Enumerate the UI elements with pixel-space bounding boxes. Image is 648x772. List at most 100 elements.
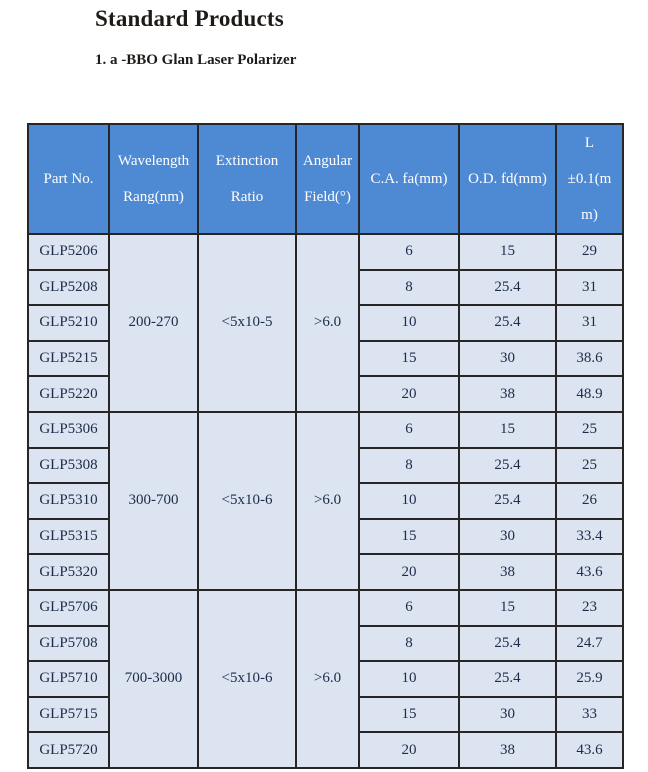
ca-cell: 8	[358, 624, 460, 663]
part-no-cell: GLP5210	[27, 304, 110, 342]
part-no-cell: GLP5208	[27, 268, 110, 307]
ca-cell: 6	[358, 588, 460, 627]
header-label: Field(°)	[304, 189, 351, 205]
table-row: GLP5715 15 30 33	[27, 695, 624, 734]
ca-cell: 6	[358, 410, 460, 449]
col-header-angular-field: Angular Field(°)	[295, 123, 360, 235]
od-cell: 30	[458, 517, 557, 556]
header-label: Angular	[302, 153, 353, 169]
ca-cell: 8	[358, 446, 460, 485]
angular-field-cell: >6.0	[295, 233, 360, 413]
ca-cell: 20	[358, 553, 460, 591]
col-header-length: L ±0.1(m m)	[555, 123, 624, 235]
part-no-cell: GLP5220	[27, 375, 110, 413]
l-cell: 38.6	[555, 339, 624, 378]
header-label: C.A. fa(mm)	[370, 171, 448, 187]
od-cell: 38	[458, 731, 557, 769]
wavelength-cell: 200-270	[108, 233, 199, 413]
l-cell: 33.4	[555, 517, 624, 556]
ca-cell: 6	[358, 233, 460, 271]
part-no-cell: GLP5315	[27, 517, 110, 556]
l-cell: 43.6	[555, 553, 624, 591]
table-row: GLP5320 20 38 43.6	[27, 553, 624, 591]
part-no-cell: GLP5306	[27, 410, 110, 449]
od-cell: 25.4	[458, 446, 557, 485]
ca-cell: 10	[358, 660, 460, 698]
ca-cell: 20	[358, 731, 460, 769]
l-cell: 29	[555, 233, 624, 271]
od-cell: 38	[458, 553, 557, 591]
part-no-cell: GLP5308	[27, 446, 110, 485]
wavelength-cell: 300-700	[108, 410, 199, 591]
l-cell: 25	[555, 410, 624, 449]
col-header-wavelength: Wavelength Rang(nm)	[108, 123, 199, 235]
wavelength-cell: 700-3000	[108, 588, 199, 769]
header-label: Extinction	[215, 153, 279, 169]
extinction-cell: <5x10-6	[197, 588, 297, 769]
od-cell: 30	[458, 695, 557, 734]
header-label: L	[584, 135, 595, 151]
ca-cell: 15	[358, 517, 460, 556]
l-cell: 25.9	[555, 660, 624, 698]
ca-cell: 10	[358, 304, 460, 342]
l-cell: 31	[555, 268, 624, 307]
table-row: GLP5210 10 25.4 31	[27, 304, 624, 342]
section-heading: 1. a -BBO Glan Laser Polarizer	[95, 52, 297, 68]
table-row: GLP5315 15 30 33.4	[27, 517, 624, 556]
table-row: GLP5208 8 25.4 31	[27, 268, 624, 307]
table-row: GLP5206 200-270 <5x10-5 >6.0 6 15 29	[27, 233, 624, 413]
ca-cell: 10	[358, 482, 460, 520]
od-cell: 15	[458, 233, 557, 271]
part-no-cell: GLP5706	[27, 588, 110, 627]
part-no-cell: GLP5310	[27, 482, 110, 520]
od-cell: 25.4	[458, 304, 557, 342]
od-cell: 30	[458, 339, 557, 378]
od-cell: 15	[458, 588, 557, 627]
ca-cell: 20	[358, 375, 460, 413]
table-row: GLP5708 8 25.4 24.7	[27, 624, 624, 663]
ca-cell: 15	[358, 695, 460, 734]
l-cell: 26	[555, 482, 624, 520]
table-row: GLP5706 700-3000 <5x10-6 >6.0 6 15 23	[27, 588, 624, 769]
extinction-cell: <5x10-5	[197, 233, 297, 413]
ca-cell: 15	[358, 339, 460, 378]
table-row: GLP5215 15 30 38.6	[27, 339, 624, 378]
od-cell: 25.4	[458, 268, 557, 307]
part-no-cell: GLP5708	[27, 624, 110, 663]
col-header-clear-aperture: C.A. fa(mm)	[358, 123, 460, 235]
l-cell: 33	[555, 695, 624, 734]
header-label: O.D. fd(mm)	[468, 171, 547, 187]
part-no-cell: GLP5710	[27, 660, 110, 698]
od-cell: 15	[458, 410, 557, 449]
product-spec-table: Part No. Wavelength Rang(nm) Extinction …	[27, 123, 624, 769]
od-cell: 25.4	[458, 660, 557, 698]
extinction-cell: <5x10-6	[197, 410, 297, 591]
col-header-part-no: Part No.	[27, 123, 110, 235]
col-header-extinction: Extinction Ratio	[197, 123, 297, 235]
header-label: Rang(nm)	[123, 189, 184, 205]
part-no-cell: GLP5715	[27, 695, 110, 734]
header-label: m)	[581, 207, 598, 223]
angular-field-cell: >6.0	[295, 588, 360, 769]
table-row: GLP5310 10 25.4 26	[27, 482, 624, 520]
table-row: GLP5720 20 38 43.6	[27, 731, 624, 769]
col-header-outer-diameter: O.D. fd(mm)	[458, 123, 557, 235]
header-label: Part No.	[43, 171, 94, 187]
header-row: Part No. Wavelength Rang(nm) Extinction …	[27, 123, 624, 235]
table-row: GLP5308 8 25.4 25	[27, 446, 624, 485]
l-cell: 23	[555, 588, 624, 627]
l-cell: 24.7	[555, 624, 624, 663]
header-label: Ratio	[230, 189, 264, 205]
angular-field-cell: >6.0	[295, 410, 360, 591]
table-row: GLP5306 300-700 <5x10-6 >6.0 6 15 25	[27, 410, 624, 591]
part-no-cell: GLP5720	[27, 731, 110, 769]
ca-cell: 8	[358, 268, 460, 307]
header-label: Wavelength	[117, 153, 190, 169]
l-cell: 48.9	[555, 375, 624, 413]
part-no-cell: GLP5215	[27, 339, 110, 378]
part-no-cell: GLP5320	[27, 553, 110, 591]
od-cell: 38	[458, 375, 557, 413]
table-row: GLP5710 10 25.4 25.9	[27, 660, 624, 698]
header-label: ±0.1(m	[567, 171, 612, 187]
